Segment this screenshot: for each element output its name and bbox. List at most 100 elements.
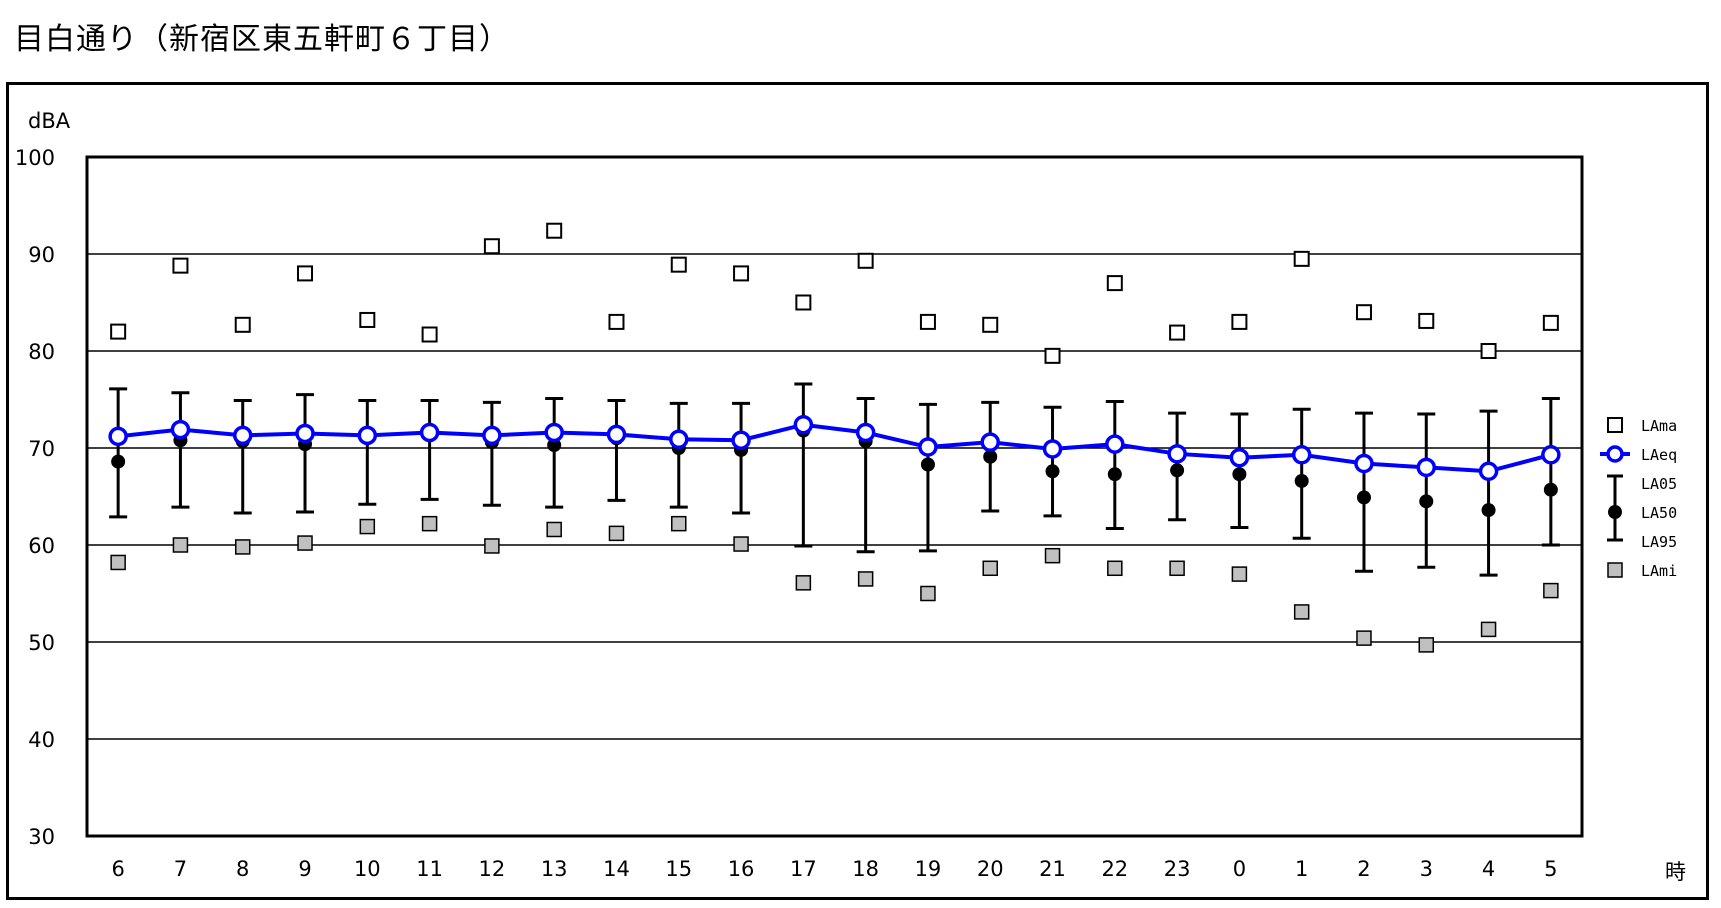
laeq-point [793, 414, 814, 435]
lami-point [982, 560, 998, 577]
la50-point [920, 457, 935, 472]
x-tick-12: 12 [479, 857, 506, 881]
legend-label-la50: LA50 [1641, 504, 1677, 522]
lami-point [1169, 560, 1185, 577]
lami-point [1418, 637, 1435, 653]
y-tick-100: 100 [15, 146, 55, 170]
lama-point [1231, 313, 1248, 330]
chart-frame [6, 82, 1709, 900]
laeq-point [419, 422, 440, 443]
error-bar [171, 391, 190, 509]
laeq-point [1229, 447, 1250, 468]
laeq-point [108, 426, 128, 447]
laeq-point [357, 425, 378, 446]
error-bar [669, 401, 688, 509]
laeq-point [669, 429, 689, 450]
laeq-point [1167, 444, 1187, 464]
error-bar [1105, 399, 1124, 531]
legend-laeq-swatch [1606, 445, 1624, 463]
lama-point [795, 294, 812, 311]
laeq-point [980, 432, 1000, 452]
lami-point [234, 539, 251, 555]
la50-point [1543, 482, 1558, 497]
lami-point [546, 521, 562, 538]
legend-lama-swatch [1607, 417, 1623, 433]
lama-point [857, 252, 874, 269]
lami-point [421, 515, 438, 532]
x-tick-15: 15 [665, 857, 692, 881]
la50-point [1107, 467, 1122, 482]
legend: LAma LAeq LA05 LA50 LA95 LAmi [1600, 417, 1677, 580]
lami-point [608, 525, 625, 542]
lama-point [1106, 275, 1123, 292]
page-title: 目白通り（新宿区東五軒町６丁目） [14, 22, 510, 57]
lama-point [919, 313, 936, 330]
lama-point [483, 238, 500, 255]
x-tick-14: 14 [603, 857, 630, 881]
error-bar [794, 382, 813, 548]
error-bar [1541, 397, 1560, 547]
lama-point [733, 265, 750, 282]
legend-label-la95: LA95 [1641, 533, 1677, 551]
la50-point [547, 438, 562, 453]
error-bar [545, 397, 564, 509]
x-tick-5: 5 [1544, 857, 1557, 881]
x-tick-9: 9 [298, 857, 311, 881]
lama-point [234, 316, 251, 333]
lama-point [1418, 312, 1435, 329]
legend-label-la05: LA05 [1641, 475, 1677, 493]
lama-point [670, 256, 687, 273]
x-tick-8: 8 [236, 857, 249, 881]
error-bar [856, 397, 875, 554]
lami-point [1231, 566, 1248, 582]
legend-label-lami: LAmi [1641, 562, 1677, 580]
laeq-point [1105, 434, 1125, 454]
lama-point [359, 311, 376, 328]
lami-point [920, 585, 936, 602]
lama-point [982, 316, 999, 333]
error-bar [233, 398, 252, 515]
laeq-point [1541, 445, 1561, 465]
x-tick-22: 22 [1101, 857, 1128, 881]
laeq-point [232, 425, 253, 446]
x-tick-3: 3 [1420, 857, 1433, 881]
error-bar [109, 387, 128, 519]
lami-point [733, 536, 749, 552]
y-tick-labels: 30 40 50 60 70 80 90 100 [15, 146, 55, 849]
lama-point [608, 313, 625, 330]
lama-point [1355, 304, 1372, 321]
laeq-point [1416, 457, 1437, 478]
error-bar [918, 402, 937, 553]
lama-point [110, 323, 127, 340]
error-bar [420, 398, 439, 501]
lami-point [671, 515, 687, 532]
y-tick-50: 50 [28, 631, 55, 655]
lami-point [1543, 582, 1559, 599]
y-tick-80: 80 [28, 340, 55, 364]
error-bar [482, 400, 501, 507]
error-bar [1043, 405, 1062, 518]
lami-point [1107, 560, 1123, 577]
la50-point [1170, 463, 1185, 478]
x-tick-19: 19 [915, 857, 942, 881]
laeq-point [1354, 453, 1374, 474]
laeq-point [170, 419, 191, 440]
y-tick-70: 70 [28, 437, 55, 461]
laeq-point [544, 422, 564, 443]
legend-label-laeq: LAeq [1641, 446, 1677, 464]
error-bar [1479, 409, 1498, 577]
error-bar [732, 401, 751, 515]
laeq-point [1478, 461, 1499, 482]
data-marks [108, 222, 1561, 653]
y-tick-30: 30 [28, 825, 55, 849]
lami-point [297, 535, 313, 551]
x-tick-7: 7 [174, 857, 187, 881]
la50-point [1419, 494, 1434, 509]
plot-border [85, 155, 1584, 838]
lami-point [110, 554, 126, 571]
lami-point [1356, 630, 1372, 646]
x-tick-2: 2 [1357, 857, 1370, 881]
error-bar [1417, 412, 1436, 569]
x-tick-20: 20 [977, 857, 1004, 881]
x-tick-10: 10 [354, 857, 381, 881]
